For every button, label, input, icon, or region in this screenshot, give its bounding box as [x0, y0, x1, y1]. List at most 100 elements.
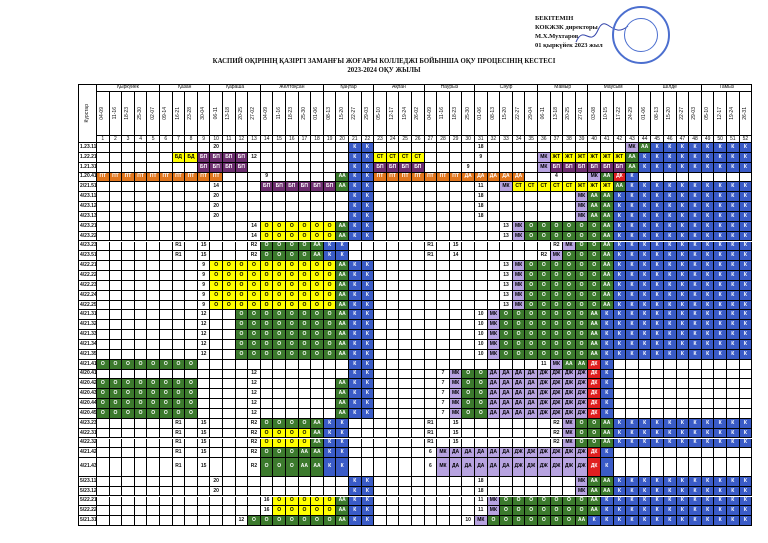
schedule-cell-empty [412, 418, 425, 429]
schedule-cell: О [298, 300, 312, 311]
schedule-cell-empty [311, 359, 324, 370]
schedule-cell-empty [147, 280, 160, 291]
schedule-cell: ДА [487, 369, 501, 380]
schedule-cell: 6 [424, 458, 438, 477]
schedule-cell-text: К [706, 429, 710, 436]
schedule-cell-text: ПТ [452, 173, 459, 180]
schedule-cell-text: К [743, 153, 747, 160]
schedule-cell-text: О [554, 232, 559, 239]
schedule-cell: К [664, 330, 677, 340]
week-date-text: 01-06 [477, 107, 484, 120]
schedule-cell-empty [122, 428, 135, 439]
schedule-cell: 13 [500, 300, 513, 311]
schedule-cell: ПТ [197, 172, 211, 183]
schedule-cell-empty [563, 172, 576, 183]
schedule-cell-empty [273, 379, 286, 390]
schedule-cell-text: ДА [502, 400, 510, 407]
schedule-cell-text: К [617, 321, 621, 328]
schedule-cell-empty [500, 152, 513, 163]
schedule-cell-empty [147, 418, 160, 429]
schedule-cell-text: АА [313, 463, 321, 470]
schedule-cell-text: ДЖ [564, 400, 574, 407]
schedule-cell: К [714, 486, 727, 497]
schedule-cell-empty [160, 506, 173, 517]
schedule-cell: О [575, 261, 589, 272]
month-header-3: Желтоқсан [260, 84, 324, 92]
schedule-cell-empty [512, 192, 526, 203]
schedule-cell-empty [550, 202, 564, 212]
schedule-cell-empty [147, 506, 160, 517]
schedule-cell-text: О [239, 331, 244, 338]
course-row-label: 4/23.23 [78, 241, 97, 252]
schedule-cell-text: О [315, 281, 319, 288]
week-number-21: 21 [349, 136, 362, 143]
schedule-cell-empty [210, 516, 223, 527]
schedule-cell: О [311, 290, 324, 301]
schedule-cell: К [689, 143, 702, 153]
schedule-cell: АА [311, 251, 324, 262]
schedule-cell: БД [185, 152, 198, 163]
schedule-cell: К [361, 340, 375, 350]
schedule-cell-text: К [693, 143, 697, 150]
schedule-cell-text: К [617, 497, 621, 504]
schedule-cell-empty [500, 211, 513, 222]
schedule-cell-empty [248, 359, 261, 370]
schedule-cell: К [689, 202, 702, 212]
schedule-cell-empty [210, 408, 223, 419]
week-number-37: 37 [550, 136, 564, 143]
schedule-cell: К [638, 516, 652, 527]
schedule-cell-text: К [718, 143, 722, 150]
schedule-cell-empty [638, 369, 652, 380]
schedule-cell: О [286, 221, 299, 232]
schedule-cell-empty [286, 408, 299, 419]
schedule-cell-empty [664, 399, 677, 409]
schedule-cell-text: БП [225, 163, 233, 170]
schedule-cell-text: К [643, 321, 647, 328]
schedule-cell-text: АА [603, 222, 611, 229]
schedule-cell: К [739, 486, 753, 497]
schedule-cell-empty [147, 231, 160, 242]
schedule-cell: К [664, 320, 677, 331]
schedule-cell-empty [122, 143, 135, 153]
schedule-cell-text: К [743, 517, 747, 524]
schedule-cell-text: ДЖ [552, 449, 561, 456]
schedule-cell-text: К [605, 390, 609, 397]
schedule-cell-text: О [138, 360, 143, 367]
schedule-cell: О [273, 310, 286, 321]
schedule-cell: К [626, 418, 639, 429]
schedule-cell-empty [223, 241, 236, 252]
schedule-cell: О [462, 379, 475, 390]
schedule-cell-empty [689, 369, 702, 380]
schedule-cell-empty [563, 143, 576, 153]
schedule-cell-text: ДА [502, 370, 510, 377]
schedule-cell: 18 [475, 211, 488, 222]
schedule-cell-empty [147, 271, 160, 281]
schedule-cell-empty [147, 310, 160, 321]
schedule-cell-empty [97, 271, 110, 281]
schedule-cell: К [727, 506, 740, 517]
schedule-cell-empty [462, 271, 475, 281]
schedule-cell-empty [160, 320, 173, 331]
schedule-cell-text: МК [514, 222, 523, 229]
schedule-cell: СТ [374, 152, 387, 163]
schedule-cell-empty [412, 349, 425, 360]
schedule-cell-text: К [743, 311, 747, 318]
schedule-cell: ДЖ [538, 408, 551, 419]
schedule-cell: 18 [475, 202, 488, 212]
schedule-cell-text: К [680, 477, 684, 484]
schedule-cell-empty [676, 408, 690, 419]
schedule-cell-empty [336, 162, 349, 173]
schedule-cell-text: 15 [452, 439, 459, 446]
schedule-cell: К [727, 438, 740, 449]
schedule-cell-text: К [680, 212, 684, 219]
schedule-cell-text: О [226, 281, 231, 288]
schedule-cell: К [714, 231, 727, 242]
schedule-cell-empty [311, 408, 324, 419]
schedule-cell-text: К [743, 301, 747, 308]
schedule-cell: К [361, 182, 375, 193]
week-number-8-text: 8 [189, 136, 193, 142]
schedule-cell-empty [172, 310, 186, 321]
schedule-cell-empty [525, 172, 538, 183]
schedule-cell: О [500, 506, 513, 517]
schedule-cell-empty [437, 506, 450, 517]
